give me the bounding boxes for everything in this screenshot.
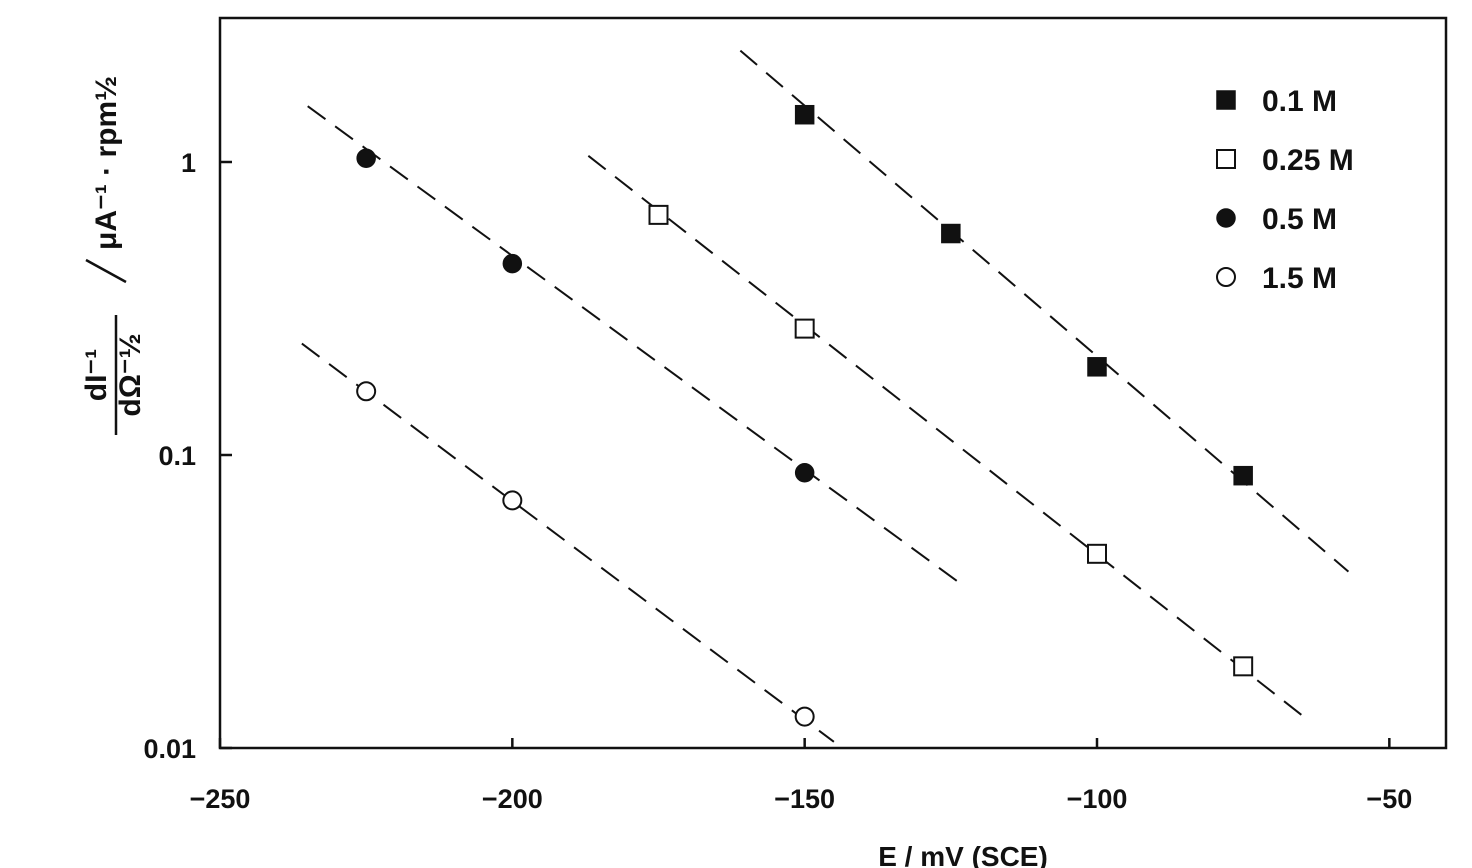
- legend-label: 0.1 M: [1262, 85, 1337, 118]
- y-axis-label: dI⁻¹ dΩ⁻½ μA⁻¹ · rpm½: [80, 76, 147, 435]
- data-point: [794, 318, 815, 339]
- legend-marker: [1216, 90, 1236, 110]
- fit-line: [307, 105, 964, 586]
- x-tick-label: −150: [774, 784, 835, 814]
- data-point: [794, 104, 815, 125]
- data-point: [356, 148, 376, 168]
- y-label-denominator: dΩ⁻½: [114, 333, 147, 416]
- data-point: [941, 223, 961, 244]
- legend-marker: [1216, 208, 1236, 228]
- x-axis-ticks: −250 −200 −150 −100 −50: [190, 738, 1412, 814]
- data-point: [502, 490, 523, 511]
- y-axis-ticks: 1 0.1 0.01: [143, 148, 232, 764]
- y-label-numerator: dI⁻¹: [80, 349, 113, 402]
- y-label-slash: [85, 258, 127, 284]
- data-point: [356, 381, 377, 402]
- x-tick-label: −200: [482, 784, 543, 814]
- y-label-unit: μA⁻¹ · rpm½: [90, 76, 123, 250]
- data-point: [502, 253, 523, 274]
- x-tick-label: −100: [1067, 784, 1128, 814]
- fit-line: [301, 342, 835, 743]
- y-tick-label: 0.01: [143, 734, 196, 764]
- data-point: [1087, 543, 1107, 564]
- x-axis-label: E / mV (SCE): [878, 841, 1048, 868]
- fit-lines: [301, 49, 1350, 743]
- fit-line: [587, 155, 1309, 721]
- y-tick-label: 1: [181, 148, 196, 178]
- data-point: [1087, 357, 1107, 377]
- y-tick-label: 0.1: [158, 441, 196, 471]
- legend-label: 0.5 M: [1262, 203, 1337, 236]
- x-tick-label: −50: [1366, 784, 1412, 814]
- legend-label: 1.5 M: [1262, 262, 1337, 295]
- data-point: [1233, 465, 1253, 486]
- data-point: [1233, 656, 1254, 677]
- legend: 0.1 M 0.25 M 0.5 M 1.5 M: [1216, 85, 1354, 295]
- x-tick-label: −250: [190, 784, 251, 814]
- data-markers: [356, 104, 1254, 727]
- data-point: [794, 706, 815, 727]
- plot-frame: [218, 16, 1448, 750]
- fit-line: [739, 49, 1350, 573]
- legend-marker: [1216, 149, 1236, 169]
- data-point: [794, 462, 815, 483]
- legend-marker: [1216, 267, 1236, 287]
- legend-label: 0.25 M: [1262, 144, 1354, 177]
- data-point: [648, 204, 669, 225]
